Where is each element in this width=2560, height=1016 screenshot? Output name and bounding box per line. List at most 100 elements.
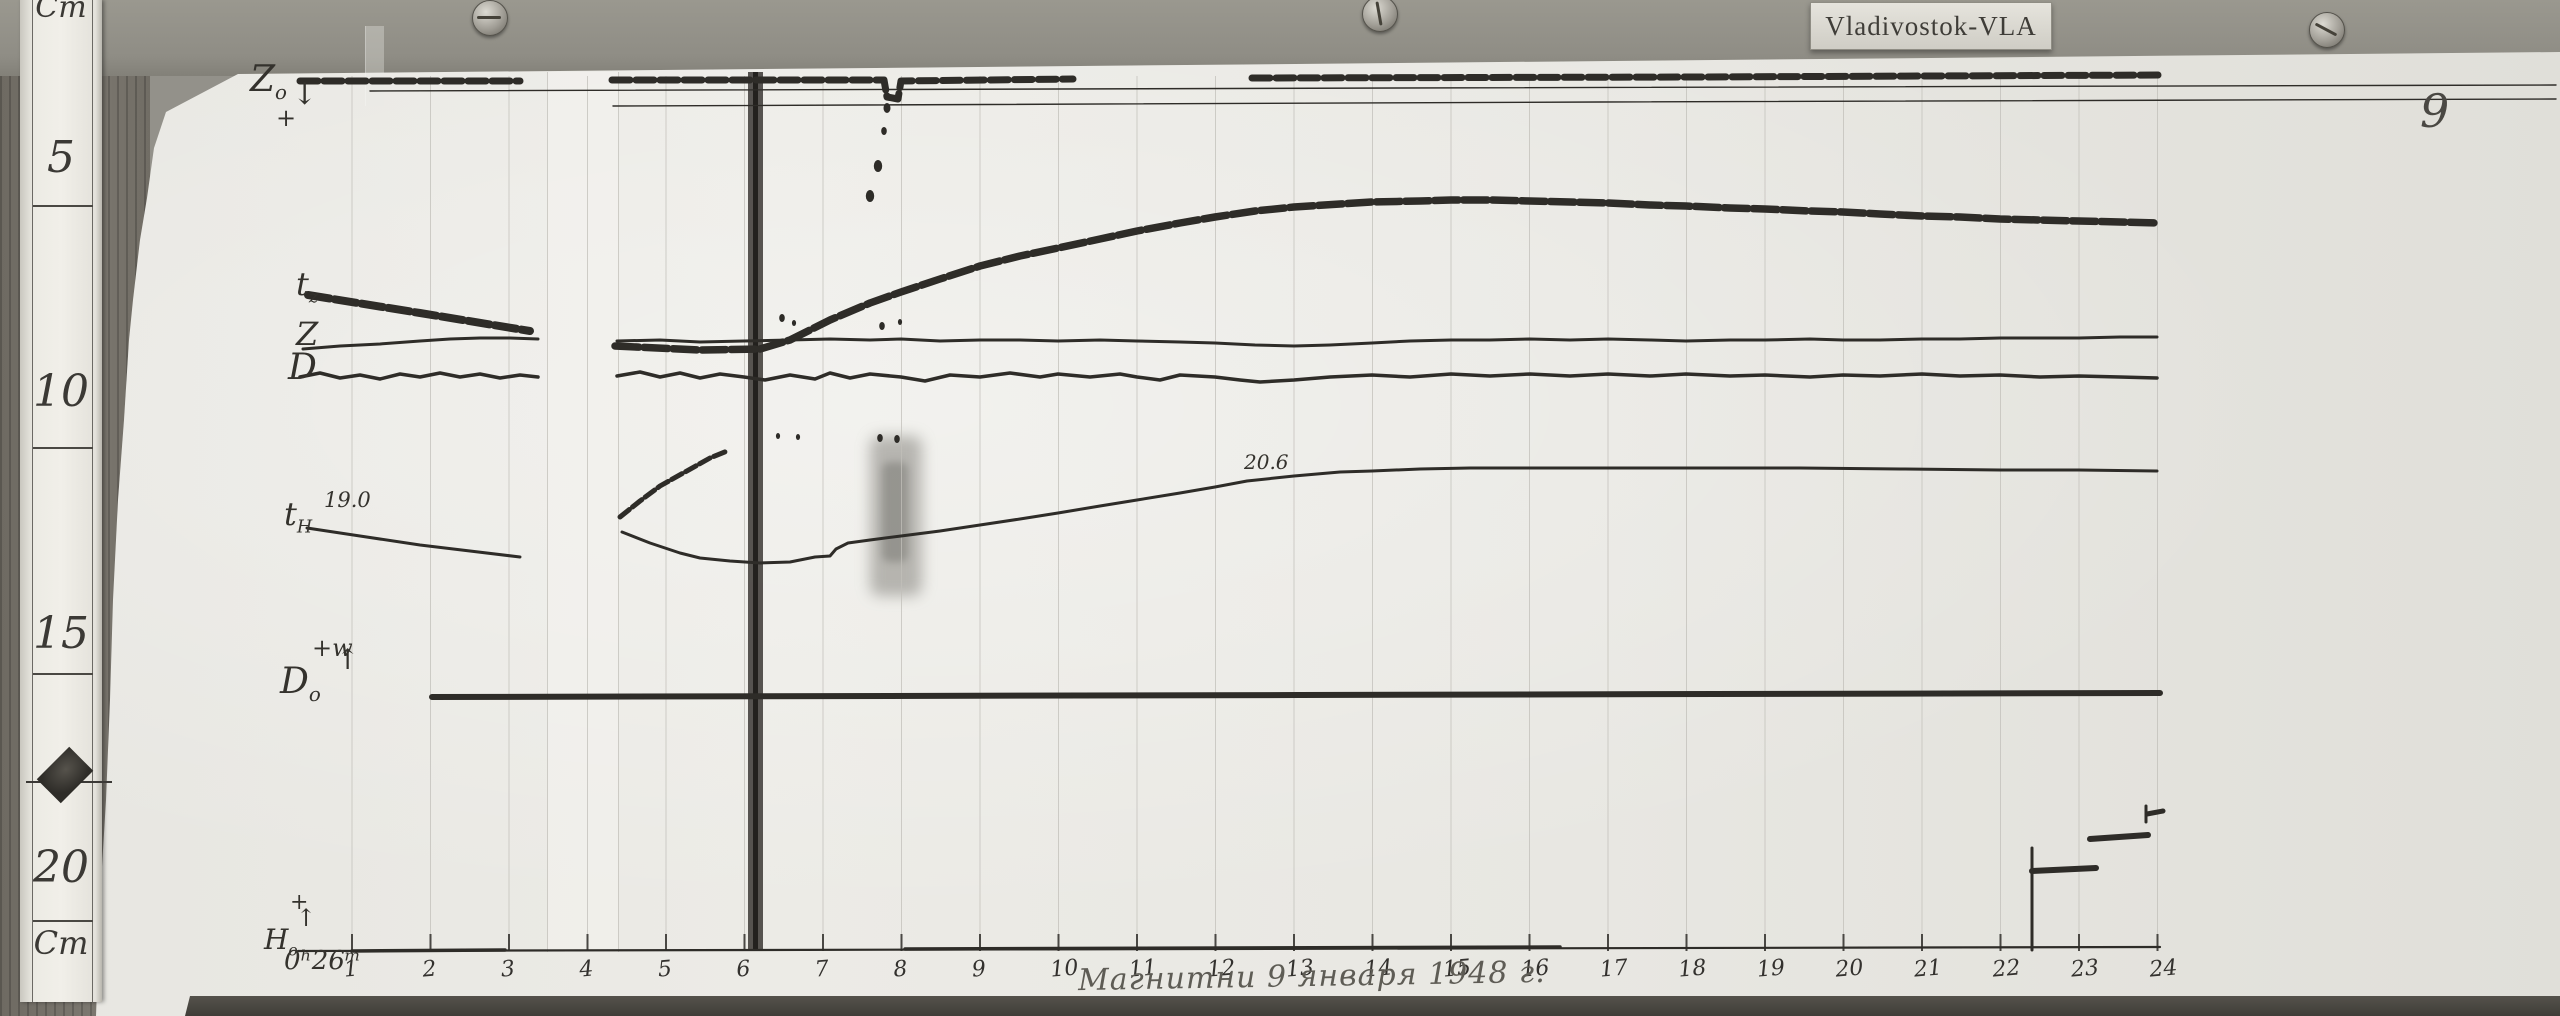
d0-label: Do (280, 664, 321, 705)
scale-step-1 (2029, 865, 2099, 874)
tz-label-text: t (296, 265, 309, 303)
main-curve (611, 196, 2161, 354)
ink-dot (894, 435, 900, 443)
d0-label-text: D (280, 661, 309, 702)
ink-dot (879, 322, 885, 330)
z0-plus-text: + (276, 104, 297, 132)
scale-step-2 (2087, 832, 2151, 842)
station-name-label: Vladivostok-VLA (1825, 10, 2037, 41)
d0-arrow-text: ↑ (336, 643, 360, 676)
ruler-border-line (92, 0, 93, 1002)
h0-label-text: H (264, 923, 289, 956)
scale-step-3 (2144, 808, 2166, 817)
ruler-divider (33, 205, 93, 207)
hour-label: 8 (892, 957, 908, 983)
ink-dot (865, 190, 875, 202)
hour-label: 16 (1520, 955, 1550, 982)
ruler-mark-3: 15 (33, 608, 89, 659)
tz-label-subscript: z (308, 287, 319, 308)
hour-label: 7 (814, 957, 830, 983)
start-time-text: 0ʰ26ᵐ (284, 946, 361, 976)
th-value: 19.0 (324, 490, 371, 511)
ruler-divider (33, 447, 93, 449)
ink-dot (883, 103, 891, 113)
d0-baseline (429, 690, 2163, 700)
ink-dot (897, 319, 903, 325)
z0-label-text: Z (250, 59, 276, 100)
tz-start (304, 291, 534, 335)
h0-bold-2 (903, 945, 1562, 951)
z0-arrow-text: ↓ (292, 77, 318, 112)
z0-plus: + (276, 106, 296, 130)
d-label-text: D (288, 347, 317, 388)
h0-plus-text: + (290, 890, 309, 915)
hour-label: 6 (735, 957, 751, 983)
hour-label: 5 (657, 957, 673, 983)
hour-label: 14 (1363, 955, 1393, 982)
d0-plus: +w (312, 636, 353, 660)
hour-label: 13 (1285, 955, 1315, 982)
hour-label: 11 (1128, 955, 1158, 982)
cm-ruler: Cm 5 10 15 20 Cm (20, 0, 102, 1002)
hour-label: 4 (577, 957, 594, 983)
ruler-mark-5: Cm (33, 924, 89, 962)
hour-label: 22 (1990, 955, 2021, 982)
top-margin-line-a (369, 84, 2557, 92)
th-trace (305, 526, 522, 559)
z-trace (301, 336, 540, 351)
ruler-mark-4: 20 (33, 842, 89, 893)
z0-label: Zo (250, 62, 287, 103)
th-loop (617, 448, 730, 520)
z0-arrow: ↓ (292, 80, 317, 110)
hour-label: 20 (1833, 955, 1864, 982)
ink-dot (779, 314, 785, 322)
station-name-plate: Vladivostok-VLA (1810, 2, 2052, 50)
paper-bottom-shadow (110, 994, 2560, 1016)
hour-label: 1 (343, 957, 359, 983)
d-trace (615, 370, 2159, 384)
hour-label: 18 (1677, 955, 1707, 982)
ruler-divider (33, 920, 93, 922)
hour-label: 21 (1912, 955, 1943, 982)
hour-label: 19 (1756, 955, 1786, 982)
ruler-divider (33, 673, 93, 675)
handwritten-date-note: Магнитни 9 января 1948 г. (1077, 954, 1546, 999)
screw-icon (2309, 12, 2345, 48)
d-label: D (288, 350, 317, 386)
screw-slot (1375, 1, 1383, 26)
z0-label-subscript: o (275, 81, 287, 105)
d0-plus-text: +w (312, 634, 353, 662)
h0-plus: + (290, 892, 308, 914)
h0-arrow-text: ↑ (296, 904, 317, 932)
z-label: Z (296, 318, 318, 350)
screw-slot (2314, 22, 2338, 37)
ruler-border-line (32, 0, 33, 1002)
time-mark-core (753, 72, 758, 950)
hour-label: 3 (500, 957, 516, 983)
screw-icon (1362, 0, 1398, 32)
th-trace (620, 466, 2159, 565)
th-label: tH (284, 498, 312, 537)
h0-label-subscript: o (288, 941, 298, 960)
z-label-text: Z (296, 315, 319, 353)
hour-label: 2 (420, 957, 437, 983)
ruler-mark-1: 5 (47, 132, 75, 183)
hour-label: 15 (1442, 955, 1472, 982)
ink-dot (775, 433, 781, 439)
hour-label: 24 (2147, 955, 2178, 982)
h0-bold-1 (350, 948, 507, 953)
screw-icon (472, 0, 508, 36)
th-label-subscript: H (296, 517, 313, 538)
tz-label: tz (296, 268, 318, 307)
ruler-mark-2: 10 (33, 366, 89, 417)
h0-label: Ho (264, 926, 298, 959)
d-trace (298, 371, 540, 381)
hour-label: 9 (971, 957, 987, 983)
h0-arrow: ↑ (296, 906, 316, 930)
d0-arrow: ↑ (336, 646, 359, 674)
ink-dot (873, 160, 883, 172)
hour-label: 10 (1049, 955, 1079, 982)
developer-smudge (870, 436, 922, 596)
temp-value: 20.6 (1244, 452, 1289, 472)
